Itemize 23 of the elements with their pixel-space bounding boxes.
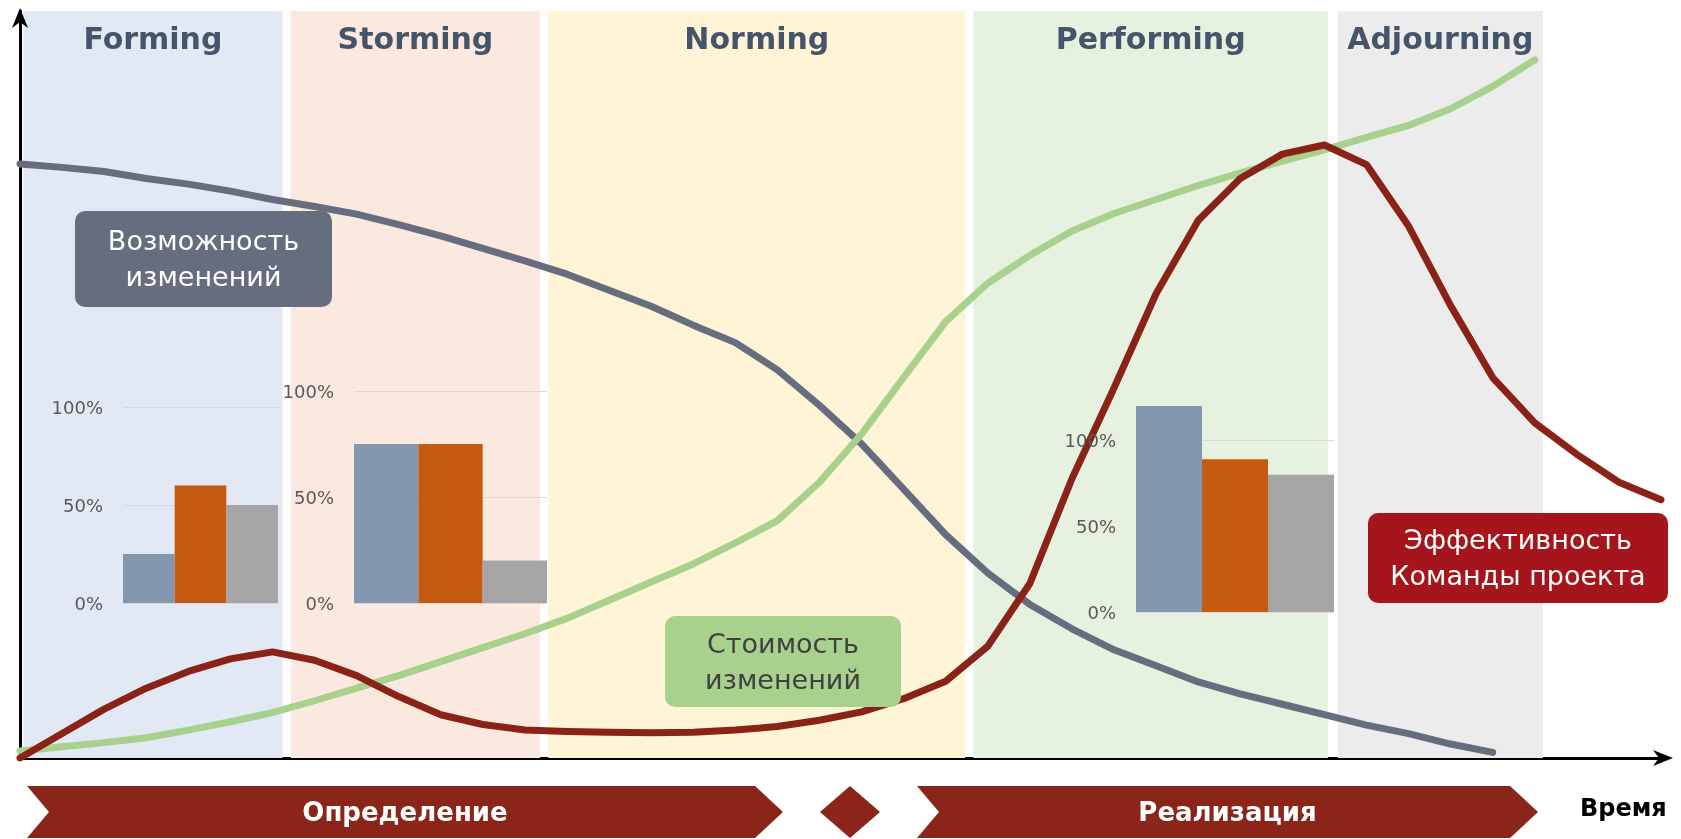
y-tick-label: 50% — [293, 486, 334, 508]
y-tick-label: 0% — [305, 592, 334, 614]
bar — [226, 505, 278, 603]
text: Performing — [1055, 20, 1246, 56]
bar — [123, 554, 175, 603]
y-tick-label: 50% — [1075, 515, 1116, 537]
text: Стоимость изменений — [704, 626, 862, 697]
y-tick-label: 0% — [1087, 601, 1116, 623]
text: Forming — [83, 20, 223, 56]
bar — [1136, 406, 1202, 612]
bar — [174, 485, 227, 603]
x-axis-title: Время — [1580, 794, 1667, 822]
text: Adjourning — [1347, 20, 1534, 56]
text: Storming — [337, 20, 494, 56]
bar — [1202, 459, 1268, 612]
y-tick-label: 50% — [62, 494, 103, 516]
text: Norming — [684, 20, 830, 56]
series-label: Эффективность Команды проекта — [1389, 523, 1647, 593]
y-tick-label: 0% — [74, 592, 103, 614]
y-tick-label: 100% — [282, 380, 334, 402]
bar — [1268, 474, 1334, 612]
series-label: Возможность изменений — [106, 224, 301, 294]
y-tick-label: 100% — [51, 396, 103, 418]
